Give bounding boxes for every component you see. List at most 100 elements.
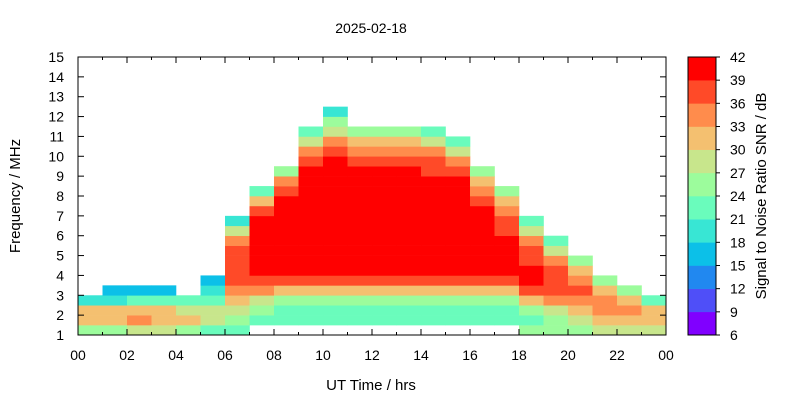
heatmap-cell (347, 275, 373, 286)
x-tick-label: 22 (609, 347, 625, 363)
heatmap-cell (396, 245, 422, 256)
y-tick-label: 10 (48, 148, 64, 164)
x-tick-label: 14 (413, 347, 429, 363)
heatmap-cell (421, 186, 446, 197)
heatmap-cell (494, 235, 520, 246)
heatmap-cell (396, 136, 422, 147)
x-axis: 00 02 04 06 08 10 12 14 16 18 20 22 00 (70, 57, 674, 363)
heatmap-cell (421, 146, 446, 157)
heatmap-cell (494, 186, 520, 197)
heatmap-cell (323, 106, 348, 117)
heatmap-cell (372, 196, 397, 207)
heatmap-cell (298, 136, 324, 147)
heatmap-cell (445, 315, 471, 326)
heatmap-cell (421, 295, 446, 306)
colorbar-band (688, 311, 716, 336)
heatmap-cell (347, 285, 373, 296)
heatmap-cell (396, 205, 422, 217)
heatmap-cell (617, 315, 642, 326)
heatmap-cell (347, 245, 373, 256)
heatmap-cell (396, 235, 422, 246)
heatmap-cell (445, 235, 471, 246)
heatmap-cell (323, 225, 348, 237)
heatmap-cell (298, 265, 324, 276)
heatmap-cell (617, 285, 642, 296)
heatmap-cell (470, 196, 495, 207)
heatmap-cell (543, 295, 569, 306)
heatmap-cell (274, 315, 299, 326)
heatmap-cell (298, 215, 324, 227)
colorbar-tick-label: 27 (730, 165, 746, 181)
heatmap-cell (568, 325, 593, 336)
colorbar-band (688, 103, 716, 127)
y-tick-label: 1 (56, 327, 64, 343)
heatmap-cell (298, 156, 324, 167)
heatmap-cell (323, 215, 348, 227)
heatmap-cell (396, 285, 422, 296)
heatmap-cell (274, 245, 299, 256)
heatmap-cell (200, 275, 226, 286)
heatmap-cell (347, 186, 373, 197)
colorbar-tick-label: 33 (730, 119, 746, 135)
heatmap-cell (298, 225, 324, 237)
heatmap-cell (151, 315, 177, 326)
heatmap-cell (519, 235, 544, 246)
heatmap-cell (445, 176, 471, 187)
y-tick-label: 7 (56, 208, 64, 224)
colorbar-tick-label: 21 (730, 211, 746, 227)
y-tick-label: 15 (48, 49, 64, 65)
heatmap-cell (494, 196, 520, 207)
heatmap-cell (494, 215, 520, 227)
heatmap-cell (127, 325, 152, 336)
heatmap-cell (151, 305, 177, 316)
heatmap-cell (298, 285, 324, 296)
colorbar-band (688, 265, 716, 289)
heatmap-cell (568, 285, 593, 296)
heatmap-cell (127, 295, 152, 306)
heatmap-cell (396, 166, 422, 177)
heatmap-cell (641, 315, 667, 326)
heatmap-cell (519, 215, 544, 227)
colorbar-tick-label: 6 (730, 327, 738, 343)
colorbar-tick-label: 12 (730, 281, 746, 297)
heatmap-cell (323, 166, 348, 177)
heatmap-cell (347, 146, 373, 157)
heatmap-cell (445, 295, 471, 306)
heatmap-cell (396, 126, 422, 137)
heatmap-cell (372, 136, 397, 147)
heatmap-cell (200, 325, 226, 336)
heatmap-cell (249, 196, 275, 207)
heatmap-cell (494, 265, 520, 276)
heatmap-cell (249, 215, 275, 227)
heatmap-cell (347, 255, 373, 266)
heatmap-cell (249, 225, 275, 237)
heatmap-cell (641, 305, 667, 316)
heatmap-cell (396, 196, 422, 207)
heatmap-cell (347, 166, 373, 177)
y-tick-label: 13 (48, 89, 64, 105)
heatmap-cell (543, 285, 569, 296)
heatmap-cell (372, 205, 397, 217)
heatmap-cell (445, 136, 471, 147)
heatmap-cell (470, 295, 495, 306)
heatmap-cell (372, 315, 397, 326)
heatmap-cell (298, 205, 324, 217)
heatmap-cell (200, 305, 226, 316)
heatmap-cell (372, 295, 397, 306)
heatmap-cell (617, 325, 642, 336)
y-tick-label: 14 (48, 69, 64, 85)
heatmap-cell (274, 255, 299, 266)
heatmap-cell (200, 315, 226, 326)
heatmap-cell (421, 225, 446, 237)
y-tick-label: 9 (56, 168, 64, 184)
heatmap-cell (274, 305, 299, 316)
heatmap-cell (323, 295, 348, 306)
heatmap-cell (323, 146, 348, 157)
heatmap-cell (470, 186, 495, 197)
heatmap-cell (372, 305, 397, 316)
heatmap-cell (298, 295, 324, 306)
colorbar-tick-label: 9 (730, 304, 738, 320)
heatmap-cell (421, 245, 446, 256)
x-tick-label: 18 (511, 347, 527, 363)
